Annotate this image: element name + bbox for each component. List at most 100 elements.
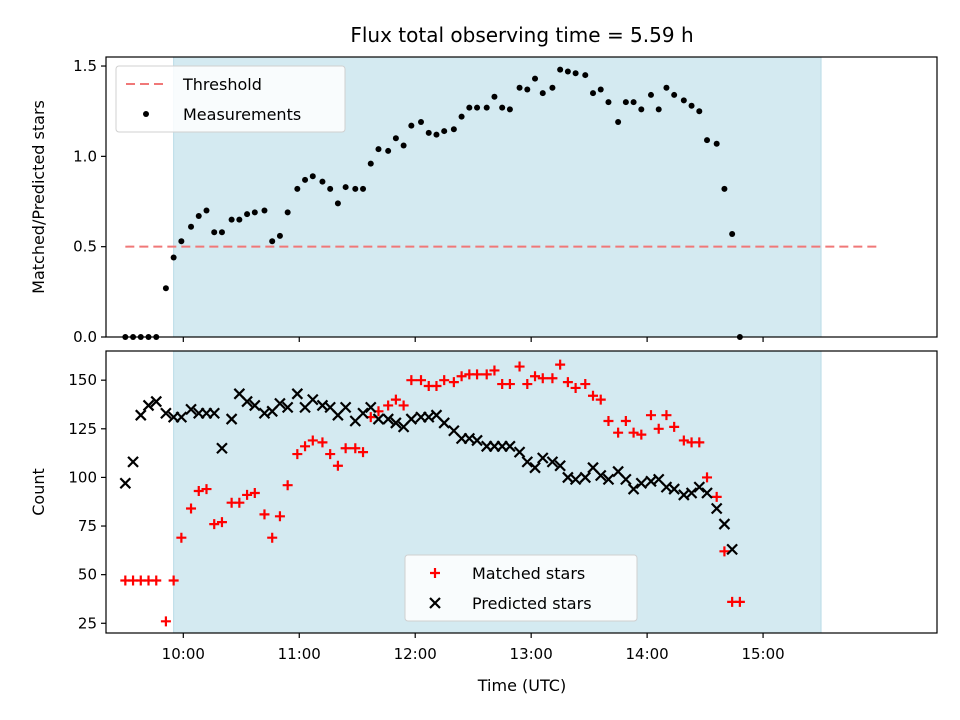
data-point — [319, 178, 326, 185]
data-point — [416, 375, 427, 386]
data-point — [358, 447, 369, 458]
data-point — [162, 285, 169, 292]
data-point — [332, 460, 343, 471]
data-point — [218, 229, 225, 236]
data-point — [441, 128, 448, 135]
data-point — [307, 393, 319, 406]
data-point — [539, 90, 546, 97]
data-point — [590, 90, 597, 97]
data-point — [357, 407, 369, 420]
data-point — [383, 400, 394, 411]
data-point — [282, 480, 293, 491]
data-point — [249, 399, 261, 412]
data-point — [514, 361, 525, 372]
data-point — [216, 517, 227, 528]
data-point — [400, 142, 407, 149]
y-tick-label: 1.0 — [73, 147, 97, 165]
data-point — [668, 483, 680, 495]
x-axis-label: Time (UTC) — [477, 676, 566, 695]
bottom-panel: 25 50 75 100 125 150 10:00 11:00 12:00 13:00 14:00… — [29, 350, 938, 663]
data-point — [555, 359, 566, 370]
data-point — [721, 185, 728, 192]
data-point — [276, 232, 283, 239]
data-point — [375, 146, 382, 153]
legend-label: Measurements — [183, 105, 301, 124]
data-point — [350, 443, 361, 454]
data-point — [188, 223, 195, 230]
data-point — [418, 119, 425, 126]
data-point — [259, 509, 270, 520]
data-point — [228, 216, 235, 223]
data-point — [186, 503, 197, 514]
data-point — [521, 456, 534, 468]
data-point — [160, 407, 172, 420]
data-point — [653, 423, 664, 434]
data-point — [481, 369, 492, 380]
data-point — [536, 452, 549, 464]
legend-label: Predicted stars — [472, 594, 592, 613]
data-point — [390, 394, 401, 405]
y-tick-label: 1.5 — [73, 57, 97, 75]
data-point — [292, 449, 303, 460]
data-point — [472, 369, 483, 380]
y-tick-label: 0.5 — [73, 238, 97, 256]
x-tick-label: 15:00 — [741, 645, 784, 663]
data-point — [211, 229, 218, 236]
data-point — [580, 379, 591, 390]
data-point — [627, 483, 640, 495]
data-point — [340, 443, 351, 454]
data-point — [274, 511, 285, 522]
series-predicted-stars — [119, 388, 738, 556]
legend-box — [115, 65, 346, 133]
data-point — [408, 122, 415, 129]
y-axis-label: Count — [29, 468, 48, 516]
data-point — [579, 471, 592, 484]
data-point — [522, 379, 533, 390]
data-point — [693, 481, 706, 493]
data-point — [309, 173, 316, 180]
data-point — [696, 108, 703, 115]
data-point — [302, 176, 309, 183]
data-point — [570, 382, 581, 393]
data-point — [450, 126, 457, 133]
data-point — [636, 429, 647, 440]
data-point — [547, 373, 558, 384]
data-point — [193, 486, 204, 497]
data-point — [433, 131, 440, 138]
data-point — [678, 435, 689, 446]
data-point — [466, 104, 473, 111]
data-point — [382, 413, 394, 425]
y-tick-label: 125 — [68, 420, 97, 438]
data-point — [549, 84, 556, 91]
data-point — [628, 427, 639, 438]
data-point — [225, 413, 238, 425]
data-point — [135, 409, 147, 421]
data-point — [704, 137, 711, 144]
data-point — [630, 99, 637, 106]
legend-label: Matched stars — [472, 564, 585, 583]
data-point — [385, 147, 392, 154]
data-point — [506, 106, 513, 113]
data-point — [176, 532, 187, 543]
data-point — [513, 446, 526, 458]
data-point — [569, 473, 582, 486]
data-point — [602, 473, 615, 486]
data-point — [209, 519, 220, 530]
data-point — [392, 135, 399, 142]
legend-label: Threshold — [182, 75, 262, 94]
data-point — [688, 102, 695, 109]
data-point — [701, 487, 713, 499]
data-point — [360, 185, 367, 192]
data-point — [588, 390, 599, 401]
data-point — [734, 596, 745, 607]
data-point — [175, 411, 188, 423]
data-point — [339, 401, 352, 414]
data-point — [249, 487, 260, 498]
series-matched-stars — [120, 359, 745, 627]
data-point — [203, 207, 210, 214]
data-point — [119, 477, 132, 490]
data-point — [474, 104, 481, 111]
data-point — [431, 381, 442, 392]
data-point — [685, 487, 698, 499]
data-point — [613, 427, 624, 438]
